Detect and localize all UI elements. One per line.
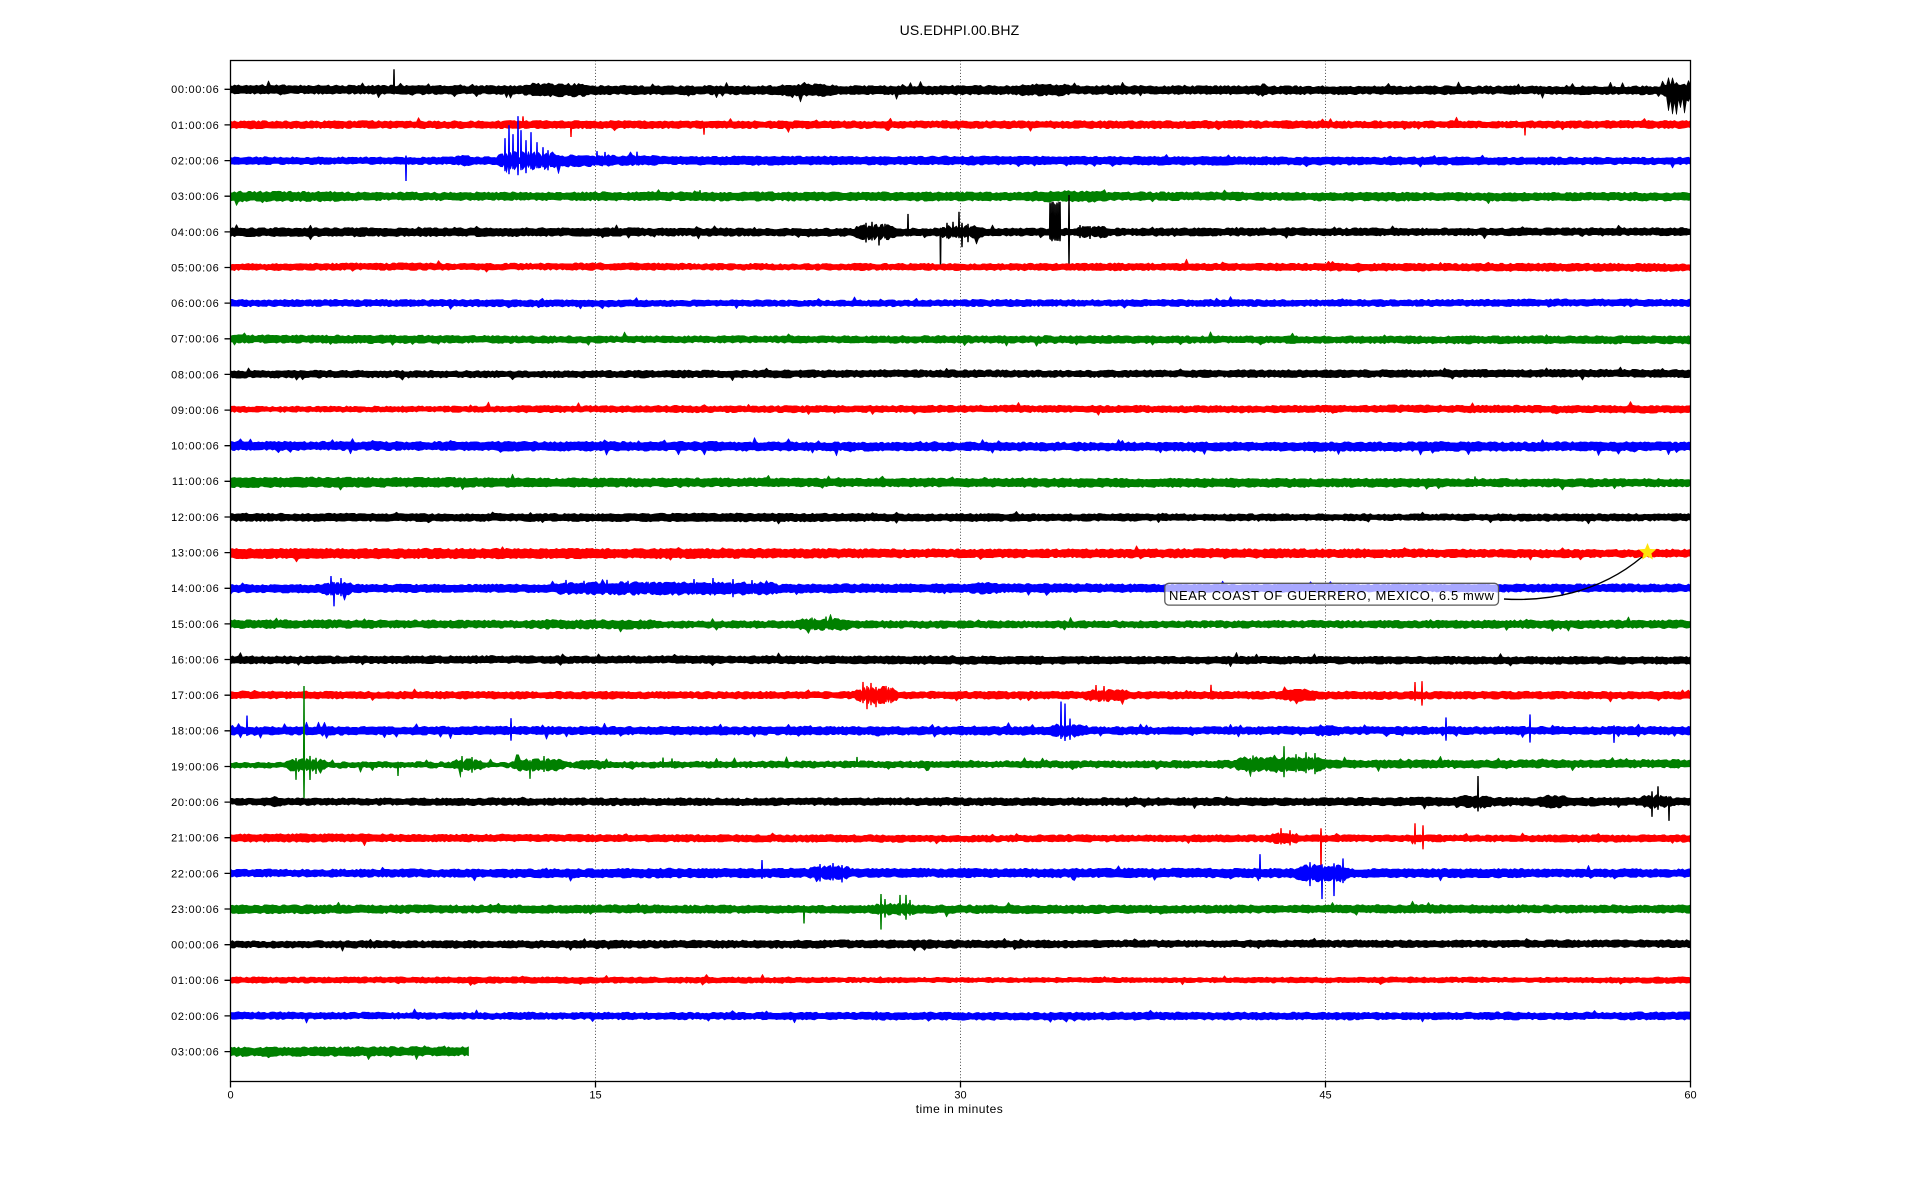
svg-text:17:00:06: 17:00:06	[171, 690, 219, 702]
svg-text:06:00:06: 06:00:06	[171, 298, 219, 310]
svg-text:01:00:06: 01:00:06	[171, 975, 219, 987]
svg-text:10:00:06: 10:00:06	[171, 441, 219, 453]
svg-text:NEAR COAST OF GUERRERO, MEXICO: NEAR COAST OF GUERRERO, MEXICO, 6.5 mww	[1169, 588, 1494, 603]
svg-text:US.EDHPI.00.BHZ: US.EDHPI.00.BHZ	[900, 22, 1020, 38]
svg-text:02:00:06: 02:00:06	[171, 1011, 219, 1023]
svg-text:22:00:06: 22:00:06	[171, 868, 219, 880]
svg-text:11:00:06: 11:00:06	[172, 476, 220, 488]
svg-text:23:00:06: 23:00:06	[171, 904, 219, 916]
svg-text:30: 30	[954, 1090, 966, 1102]
svg-text:12:00:06: 12:00:06	[171, 512, 219, 524]
svg-text:time in minutes: time in minutes	[916, 1102, 1003, 1116]
svg-text:18:00:06: 18:00:06	[171, 726, 219, 738]
svg-text:45: 45	[1319, 1090, 1331, 1102]
svg-text:01:00:06: 01:00:06	[171, 120, 219, 132]
svg-text:07:00:06: 07:00:06	[171, 334, 219, 346]
svg-text:05:00:06: 05:00:06	[171, 262, 219, 274]
svg-text:03:00:06: 03:00:06	[171, 191, 219, 203]
svg-text:00:00:06: 00:00:06	[171, 84, 219, 96]
svg-text:15:00:06: 15:00:06	[171, 619, 219, 631]
svg-text:21:00:06: 21:00:06	[171, 833, 219, 845]
svg-text:14:00:06: 14:00:06	[171, 583, 219, 595]
svg-text:13:00:06: 13:00:06	[171, 547, 219, 559]
svg-text:16:00:06: 16:00:06	[171, 654, 219, 666]
svg-text:20:00:06: 20:00:06	[171, 797, 219, 809]
svg-text:04:00:06: 04:00:06	[171, 227, 219, 239]
svg-text:60: 60	[1684, 1090, 1696, 1102]
svg-text:09:00:06: 09:00:06	[171, 405, 219, 417]
svg-text:00:00:06: 00:00:06	[171, 940, 219, 952]
svg-text:19:00:06: 19:00:06	[171, 761, 219, 773]
svg-text:02:00:06: 02:00:06	[171, 155, 219, 167]
svg-text:0: 0	[227, 1090, 233, 1102]
svg-text:03:00:06: 03:00:06	[171, 1046, 219, 1058]
svg-text:08:00:06: 08:00:06	[171, 369, 219, 381]
svg-text:15: 15	[589, 1090, 601, 1102]
